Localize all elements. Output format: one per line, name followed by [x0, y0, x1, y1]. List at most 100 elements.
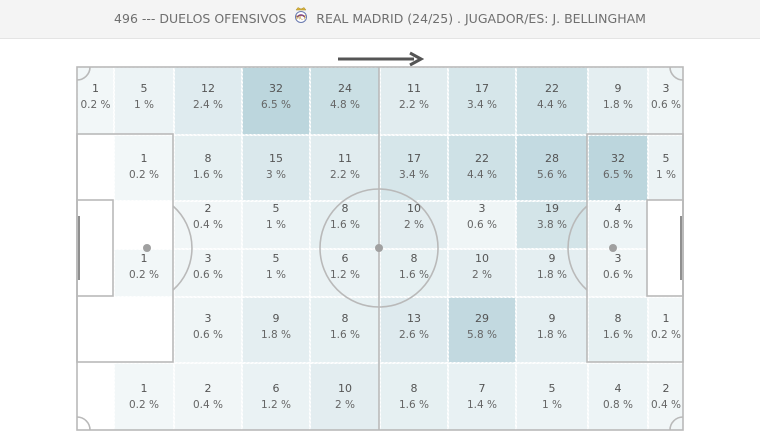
zone-percent: 1.6 % [192, 169, 223, 181]
zone-count: 12 [201, 82, 215, 95]
zone-label: 2 0.4 % [631, 381, 701, 413]
zone-cell [310, 201, 380, 249]
right-penalty-arc [567, 205, 588, 291]
zone-cell [242, 135, 310, 201]
zone-cell [310, 363, 380, 431]
zone-percent: 5.8 % [466, 329, 497, 341]
zone-cell [380, 67, 448, 135]
zone-label: 17 3.4 % [447, 81, 517, 113]
zone-cell [448, 297, 516, 363]
zone-label: 9 1.8 % [583, 81, 653, 113]
zone-label: 4 0.8 % [583, 201, 653, 233]
zone-count: 10 [475, 252, 489, 265]
zone-label: 29 5.8 % [447, 311, 517, 343]
zone-label: 22 4.4 % [517, 81, 587, 113]
zone-count: 1 [140, 382, 148, 395]
zone-percent: 0.6 % [602, 269, 633, 281]
zone-label: 12 2.4 % [173, 81, 243, 113]
zone-count: 22 [545, 82, 559, 95]
corner-arc-tl [76, 66, 91, 81]
zone-label: 1 0.2 % [61, 81, 131, 113]
zone-percent: 4.8 % [329, 99, 360, 111]
zone-label: 17 3.4 % [379, 151, 449, 183]
zone-label: 4 0.8 % [583, 381, 653, 413]
zone-count: 3 [614, 252, 622, 265]
zone-cell [380, 201, 448, 249]
zone-percent: 2 % [404, 219, 424, 231]
zone-label: 9 1.8 % [517, 251, 587, 283]
zone-label: 8 1.6 % [379, 251, 449, 283]
zone-count: 1 [140, 152, 148, 165]
zone-percent: 0.4 % [192, 399, 223, 411]
zone-label: 15 3 % [241, 151, 311, 183]
zone-cell [174, 363, 242, 431]
zone-count: 29 [475, 312, 489, 325]
zone-label: 28 5.6 % [517, 151, 587, 183]
zone-label: 8 1.6 % [583, 311, 653, 343]
zone-cell [516, 363, 588, 431]
zone-label: 11 2.2 % [310, 151, 380, 183]
zone-percent: 1.6 % [398, 269, 429, 281]
zone-label: 8 1.6 % [310, 201, 380, 233]
zone-percent: 1 % [656, 169, 676, 181]
zone-cell [648, 135, 684, 201]
zone-label: 32 6.5 % [241, 81, 311, 113]
zone-label: 2 0.4 % [173, 381, 243, 413]
zone-label: 1 0.2 % [109, 381, 179, 413]
zone-count: 11 [407, 82, 421, 95]
zone-count: 9 [614, 82, 622, 95]
zone-cell [588, 135, 648, 201]
right-goal-area [646, 199, 684, 297]
zone-cell [448, 249, 516, 297]
zone-count: 19 [545, 202, 559, 215]
zone-percent: 4.4 % [536, 99, 567, 111]
zone-cell [516, 297, 588, 363]
zone-count: 9 [548, 312, 556, 325]
zone-percent: 1 % [542, 399, 562, 411]
zone-cell [310, 297, 380, 363]
zone-cell [242, 249, 310, 297]
zone-cell [516, 135, 588, 201]
zone-label: 11 2.2 % [379, 81, 449, 113]
zone-count: 8 [614, 312, 622, 325]
zone-count: 32 [269, 82, 283, 95]
zone-count: 4 [614, 382, 622, 395]
zone-percent: 1.6 % [329, 219, 360, 231]
zone-label: 3 0.6 % [583, 251, 653, 283]
zone-percent: 1.2 % [329, 269, 360, 281]
zone-percent: 2.6 % [398, 329, 429, 341]
zone-cell [174, 135, 242, 201]
center-circle [319, 188, 439, 308]
zone-cell [242, 363, 310, 431]
zone-percent: 0.8 % [602, 399, 633, 411]
zone-count: 1 [140, 252, 148, 265]
zone-count: 3 [204, 312, 212, 325]
zone-percent: 1 % [266, 269, 286, 281]
zone-count: 9 [548, 252, 556, 265]
zone-label: 10 2 % [310, 381, 380, 413]
zone-count: 5 [662, 152, 670, 165]
attack-direction-arrow-icon [338, 51, 424, 67]
zone-label: 3 0.6 % [173, 251, 243, 283]
zone-cell [310, 249, 380, 297]
zone-percent: 6.5 % [260, 99, 291, 111]
zone-percent: 1 % [266, 219, 286, 231]
zone-percent: 0.2 % [128, 169, 159, 181]
header-bar: 496 --- DUELOS OFENSIVOS MCF REAL MADRID… [0, 0, 760, 39]
zone-count: 6 [272, 382, 280, 395]
zone-count: 3 [662, 82, 670, 95]
corner-arc-tr [669, 66, 684, 81]
zone-percent: 1.6 % [329, 329, 360, 341]
zone-percent: 0.6 % [466, 219, 497, 231]
zone-cell [588, 201, 648, 249]
zone-cell [380, 363, 448, 431]
zone-label: 10 2 % [379, 201, 449, 233]
zone-percent: 3.4 % [398, 169, 429, 181]
zone-percent: 1.6 % [602, 329, 633, 341]
zone-label: 6 1.2 % [241, 381, 311, 413]
zone-count: 5 [548, 382, 556, 395]
